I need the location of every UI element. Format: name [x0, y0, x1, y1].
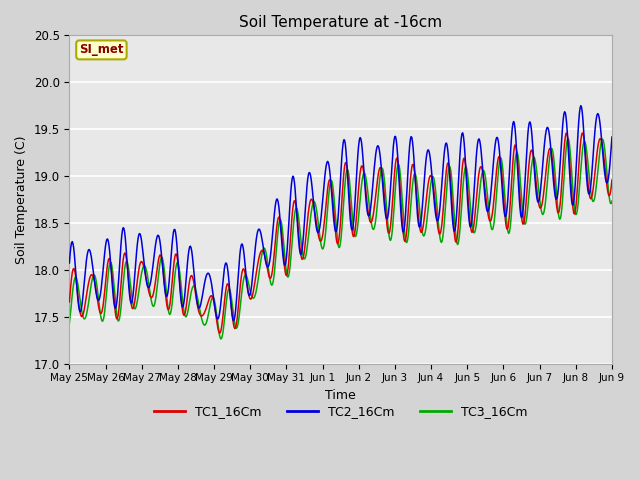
Text: SI_met: SI_met	[79, 43, 124, 56]
X-axis label: Time: Time	[325, 389, 356, 402]
Y-axis label: Soil Temperature (C): Soil Temperature (C)	[15, 135, 28, 264]
Legend: TC1_16Cm, TC2_16Cm, TC3_16Cm: TC1_16Cm, TC2_16Cm, TC3_16Cm	[149, 400, 532, 423]
Title: Soil Temperature at -16cm: Soil Temperature at -16cm	[239, 15, 442, 30]
